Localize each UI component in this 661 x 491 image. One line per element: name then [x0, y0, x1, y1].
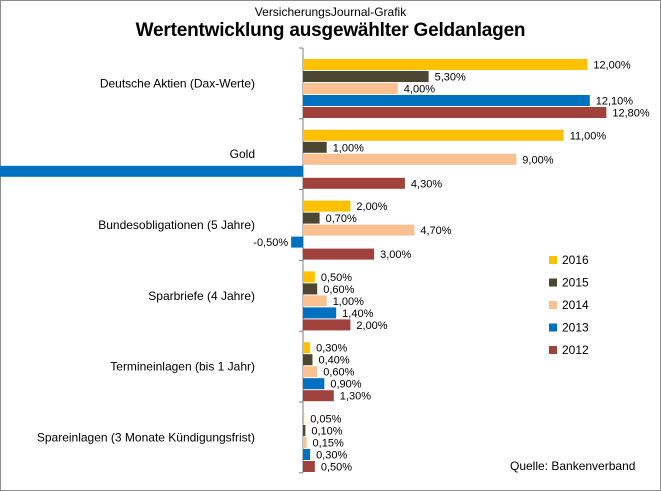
bar-2013	[303, 449, 311, 460]
data-label: 5,30%	[435, 72, 466, 84]
category-label: Deutsche Aktien (Dax-Werte)	[100, 76, 255, 90]
bar-2012	[303, 461, 315, 472]
data-label: 0,60%	[323, 284, 354, 296]
data-label: 0,10%	[311, 426, 342, 438]
category-label: Spareinlagen (3 Monate Kündigungsfrist)	[37, 430, 255, 444]
legend-swatch-2014	[549, 301, 557, 309]
data-label: 11,00%	[570, 130, 607, 142]
data-label: 0,30%	[316, 343, 347, 355]
data-label: 0,90%	[330, 379, 361, 391]
data-label: 0,70%	[326, 213, 357, 225]
bar-2016	[303, 271, 315, 283]
bar-2014	[303, 437, 307, 448]
category-label: Termineinlagen (bis 1 Jahr)	[110, 360, 255, 374]
data-label: 0,30%	[316, 450, 347, 462]
data-label: 1,00%	[333, 296, 364, 308]
legend-swatch-2013	[549, 323, 557, 332]
data-label: 12,10%	[596, 96, 634, 108]
category-label: Sparbriefe (4 Jahre)	[148, 289, 255, 303]
data-label: 2,00%	[356, 320, 387, 332]
data-label: 0,15%	[313, 438, 344, 450]
bar-2016	[303, 200, 351, 212]
legend-swatch-2012	[549, 346, 557, 354]
bar-2014	[303, 295, 327, 307]
legend-swatch-2015	[549, 278, 557, 287]
data-label: 2,00%	[356, 201, 387, 213]
legend-label: 2015	[562, 276, 589, 290]
legend-label: 2016	[562, 253, 589, 267]
data-label: 4,00%	[404, 84, 435, 96]
bar-2014	[303, 153, 517, 165]
legend-label: 2012	[562, 343, 589, 357]
bar-2013	[303, 307, 337, 319]
bar-2013	[303, 378, 325, 390]
bar-2012	[303, 107, 607, 118]
data-label: 1,00%	[333, 142, 364, 154]
data-label: 0,40%	[318, 355, 349, 367]
data-label: 1,40%	[342, 308, 373, 320]
bar-2013	[291, 236, 303, 248]
data-label: 4,30%	[411, 178, 442, 190]
bar-2014	[303, 224, 415, 236]
bar-2015	[303, 425, 306, 436]
bar-2012	[303, 248, 375, 260]
chart-title: Wertentwicklung ausgewählter Geldanlagen	[135, 20, 526, 41]
bar-2012	[303, 319, 351, 331]
data-label: -0,50%	[253, 237, 288, 249]
chart-source-line: VersicherungsJournal-Grafik	[254, 5, 407, 19]
bar-2016	[303, 129, 564, 141]
bar-2015	[303, 71, 429, 82]
category-label: Gold	[230, 147, 255, 161]
legend-label: 2014	[562, 298, 589, 312]
bar-2014	[303, 83, 398, 94]
data-label: 0,60%	[323, 367, 354, 379]
bar-2013	[303, 95, 590, 106]
bar-2016	[303, 342, 311, 354]
data-label: 12,80%	[612, 108, 650, 120]
bar-2015	[303, 212, 320, 224]
data-label: 9,00%	[522, 154, 553, 166]
data-label: 4,70%	[420, 225, 451, 237]
category-label: Bundesobligationen (5 Jahre)	[98, 218, 255, 232]
bar-2013	[0, 165, 303, 177]
data-label: 0,05%	[310, 414, 341, 426]
bar-2015	[303, 141, 327, 153]
bar-2015	[303, 354, 313, 366]
legend-label: 2013	[562, 321, 589, 335]
source-credit: Quelle: Bankenverband	[510, 459, 636, 473]
data-label: 0,50%	[321, 462, 352, 474]
data-label: 12,00%	[593, 60, 631, 72]
data-label: 0,50%	[321, 272, 352, 284]
legend-swatch-2016	[549, 256, 557, 264]
bar-2014	[303, 366, 318, 378]
bar-2015	[303, 283, 318, 295]
data-label: 3,00%	[380, 249, 411, 261]
bar-2012	[303, 177, 405, 189]
bar-2012	[303, 390, 334, 402]
bar-2016	[303, 59, 588, 70]
bar-2016	[303, 413, 305, 424]
data-label: 1,30%	[340, 391, 371, 403]
